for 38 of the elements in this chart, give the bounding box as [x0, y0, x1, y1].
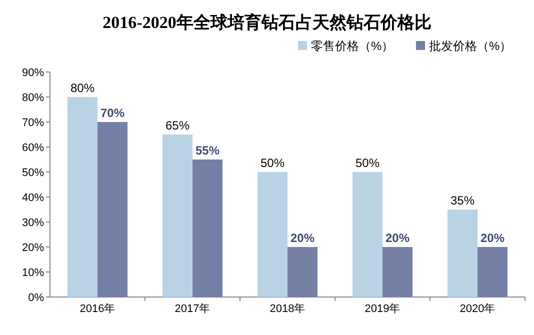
- y-tick-label: 30%: [22, 217, 44, 229]
- x-tick-label: 2020年: [460, 303, 496, 315]
- y-tick-label: 20%: [22, 242, 44, 254]
- data-label: 70%: [100, 106, 125, 120]
- bar: [352, 172, 382, 297]
- x-tick-label: 2019年: [364, 303, 400, 315]
- chart-title: 2016-2020年全球培育钻石占天然钻石价格比: [102, 12, 432, 32]
- x-tick-label: 2016年: [80, 303, 116, 315]
- data-label: 80%: [70, 81, 95, 95]
- bar: [98, 122, 128, 297]
- bar: [68, 97, 98, 297]
- data-label: 20%: [290, 231, 315, 245]
- legend-label: 批发价格（%）: [429, 39, 512, 53]
- y-tick-label: 0%: [28, 292, 44, 304]
- y-tick-label: 70%: [22, 117, 44, 129]
- y-tick-label: 40%: [22, 192, 44, 204]
- y-tick-label: 10%: [22, 267, 44, 279]
- data-label: 20%: [480, 231, 505, 245]
- data-label: 50%: [260, 156, 285, 170]
- data-label: 35%: [450, 194, 475, 208]
- bar: [258, 172, 288, 297]
- legend-label: 零售价格（%）: [311, 39, 394, 53]
- y-tick-label: 50%: [22, 167, 44, 179]
- x-tick-label: 2018年: [270, 303, 306, 315]
- bar: [192, 160, 222, 297]
- y-tick-label: 60%: [22, 142, 44, 154]
- data-label: 65%: [165, 118, 190, 132]
- data-label: 50%: [355, 156, 380, 170]
- data-label: 20%: [385, 231, 410, 245]
- bar: [162, 134, 192, 297]
- y-tick-label: 90%: [22, 67, 44, 79]
- bar: [448, 210, 478, 297]
- data-label: 55%: [195, 144, 220, 158]
- x-tick-label: 2017年: [174, 303, 210, 315]
- bar: [478, 247, 508, 297]
- y-tick-label: 80%: [22, 92, 44, 104]
- bar: [382, 247, 412, 297]
- bar: [288, 247, 318, 297]
